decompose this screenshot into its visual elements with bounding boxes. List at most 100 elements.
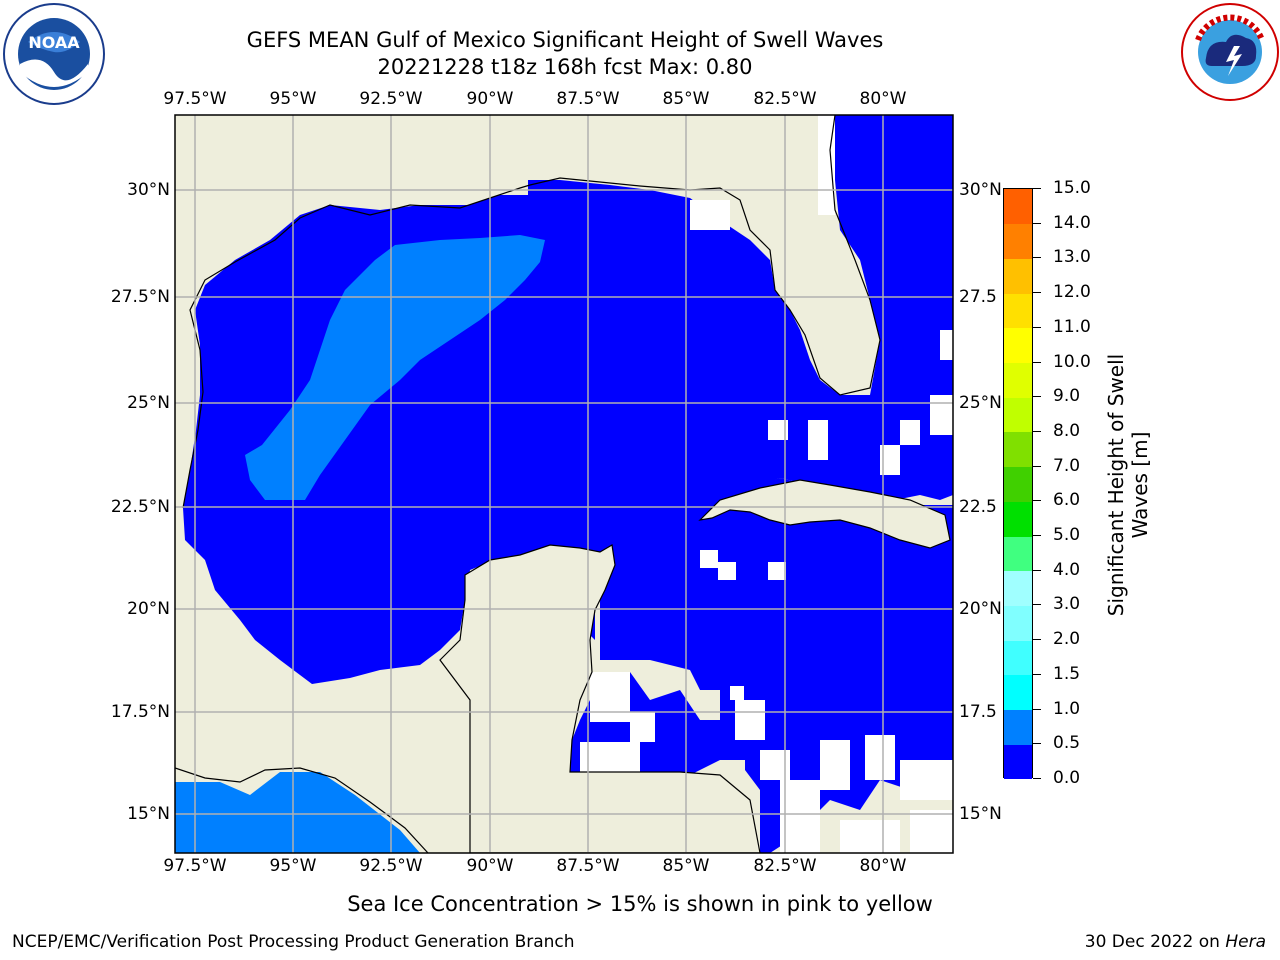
lat-label-left: 22.5°N: [110, 497, 170, 517]
colorbar-tick-label: 5.0: [1053, 525, 1081, 546]
lon-label-top: 80°W: [859, 89, 907, 109]
colorbar-segment: [1004, 501, 1032, 537]
colorbar-segment: [1004, 293, 1032, 329]
pacific-swell: [175, 772, 420, 853]
graticule: [175, 115, 953, 853]
lon-label-bottom: 87.5°W: [556, 856, 620, 876]
colorbar-tick: [1033, 708, 1041, 710]
gulf-coastline: [182, 115, 881, 509]
colorbar-tick-label: 12.0: [1053, 282, 1091, 303]
lon-label-top: 87.5°W: [556, 89, 620, 109]
colorbar-tick: [1033, 569, 1041, 571]
lon-label-bottom: 80°W: [859, 856, 907, 876]
colorbar-segment: [1004, 536, 1032, 572]
colorbar-segment: [1004, 674, 1032, 711]
colorbar-segment: [1004, 397, 1032, 433]
sea-ice-note: Sea Ice Concentration > 15% is shown in …: [0, 892, 1280, 916]
lat-label-right: 17.5: [959, 702, 997, 722]
colorbar-tick-label: 15.0: [1053, 178, 1091, 198]
colorbar-tick: [1033, 326, 1041, 328]
colorbar-tick-label: 7.0: [1053, 455, 1081, 476]
colorbar: [1003, 188, 1033, 780]
caribbean-water: [600, 478, 953, 853]
colorbar-tick-label: 8.0: [1053, 420, 1081, 441]
lon-label-bottom: 82.5°W: [753, 856, 817, 876]
lat-label-right: 30°N: [959, 180, 1002, 200]
lat-label-right: 27.5: [959, 287, 997, 307]
colorbar-segment: [1004, 605, 1032, 641]
colorbar-segment: [1004, 640, 1032, 676]
colorbar-tick: [1033, 222, 1041, 224]
colorbar-tick: [1033, 430, 1041, 432]
lon-label-bottom: 85°W: [662, 856, 710, 876]
cuba: [698, 479, 951, 549]
lon-label-bottom: 97.5°W: [163, 856, 227, 876]
colorbar-segment: [1004, 258, 1032, 294]
lon-label-bottom: 95°W: [269, 856, 317, 876]
colorbar-tick-label: 14.0: [1053, 212, 1091, 233]
swell-band-0.5: [245, 235, 545, 500]
colorbar-tick: [1033, 778, 1041, 779]
colorbar-tick-label: 13.0: [1053, 247, 1091, 268]
lat-label-left: 27.5°N: [110, 287, 170, 307]
colorbar-tick-label: 9.0: [1053, 386, 1081, 407]
colorbar-tick: [1033, 673, 1041, 675]
colorbar-tick-label: 10.0: [1053, 351, 1091, 372]
colorbar-segment: [1004, 744, 1032, 780]
colorbar-segment: [1004, 223, 1032, 259]
colorbar-segment: [1004, 431, 1032, 468]
colorbar-tick: [1033, 361, 1041, 363]
colorbar-segment: [1004, 709, 1032, 745]
footer-host: Hera: [1225, 932, 1266, 952]
lon-label-bottom: 92.5°W: [359, 856, 423, 876]
colorbar-tick: [1033, 743, 1041, 745]
colorbar-tick-label: 4.0: [1053, 559, 1081, 580]
pacific-coast: [175, 767, 429, 853]
colorbar-tick: [1033, 396, 1041, 398]
colorbar-tick: [1033, 465, 1041, 467]
colorbar-tick: [1033, 639, 1041, 641]
colorbar-segment: [1004, 327, 1032, 364]
lat-label-right: 20°N: [959, 599, 1002, 619]
colorbar-tick: [1033, 535, 1041, 537]
lon-label-top: 90°W: [466, 89, 514, 109]
nws-logo: [1181, 3, 1279, 101]
lat-label-right: 25°N: [959, 393, 1002, 413]
svg-text:NOAA: NOAA: [28, 33, 80, 52]
colorbar-tick-label: 0.5: [1053, 733, 1081, 754]
no-data-patches: [580, 115, 953, 853]
sea-ice-note-text: Sea Ice Concentration > 15% is shown in …: [347, 892, 933, 916]
colorbar-tick: [1033, 257, 1041, 259]
colorbar-tick-label: 1.0: [1053, 698, 1081, 719]
footer-date-text: 30 Dec 2022 on: [1084, 932, 1226, 952]
colorbar-tick: [1033, 292, 1041, 294]
footer-credit: NCEP/EMC/Verification Post Processing Pr…: [12, 932, 575, 952]
lon-label-top: 92.5°W: [359, 89, 423, 109]
lon-label-top: 85°W: [662, 89, 710, 109]
lon-label-top: 97.5°W: [163, 89, 227, 109]
colorbar-segment: [1004, 189, 1032, 225]
colorbar-segment: [1004, 570, 1032, 606]
lon-label-bottom: 90°W: [466, 856, 514, 876]
colorbar-tick-label: 6.0: [1053, 490, 1081, 511]
colorbar-segment: [1004, 362, 1032, 398]
yucatan: [439, 544, 761, 853]
colorbar-segment: [1004, 466, 1032, 502]
lat-label-right: 22.5: [959, 497, 997, 517]
lat-label-left: 17.5°N: [110, 702, 170, 722]
colorbar-tick: [1033, 604, 1041, 606]
colorbar-tick: [1033, 188, 1041, 189]
noaa-logo: NOAA: [3, 3, 105, 105]
lat-label-right: 15°N: [959, 804, 1002, 824]
lat-label-left: 20°N: [127, 599, 170, 619]
colorbar-tick-label: 1.5: [1053, 663, 1081, 684]
map-border: [174, 114, 954, 854]
colorbar-title: Significant Height of Swell Waves [m]: [1104, 353, 1152, 617]
lat-label-left: 15°N: [127, 804, 170, 824]
chart-title-line1: GEFS MEAN Gulf of Mexico Significant Hei…: [246, 28, 884, 52]
lat-label-left: 25°N: [127, 393, 170, 413]
lon-label-top: 95°W: [269, 89, 317, 109]
footer-date: 30 Dec 2022 on Hera: [1085, 932, 1266, 952]
chart-title-line2: 20221228 t18z 168h fcst Max: 0.80: [377, 55, 753, 79]
